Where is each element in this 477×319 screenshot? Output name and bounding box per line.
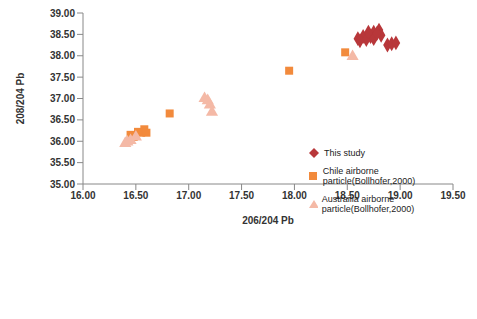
- svg-text:16.00: 16.00: [70, 190, 95, 201]
- svg-text:37.50: 37.50: [50, 72, 75, 83]
- svg-text:17.00: 17.00: [176, 190, 201, 201]
- svg-text:19.00: 19.00: [388, 190, 413, 201]
- svg-text:206/204 Pb: 206/204 Pb: [242, 215, 294, 226]
- svg-text:37.00: 37.00: [50, 93, 75, 104]
- svg-text:35.00: 35.00: [50, 179, 75, 190]
- svg-text:19.50: 19.50: [440, 190, 465, 201]
- svg-text:36.00: 36.00: [50, 136, 75, 147]
- svg-text:38.50: 38.50: [50, 29, 75, 40]
- svg-text:38.00: 38.00: [50, 50, 75, 61]
- svg-text:39.00: 39.00: [50, 8, 75, 19]
- svg-text:208/204 Pb: 208/204 Pb: [15, 73, 26, 125]
- svg-text:36.50: 36.50: [50, 114, 75, 125]
- svg-text:17.50: 17.50: [229, 190, 254, 201]
- svg-text:35.50: 35.50: [50, 157, 75, 168]
- svg-text:16.50: 16.50: [123, 190, 148, 201]
- svg-text:18.50: 18.50: [335, 190, 360, 201]
- svg-text:18.00: 18.00: [282, 190, 307, 201]
